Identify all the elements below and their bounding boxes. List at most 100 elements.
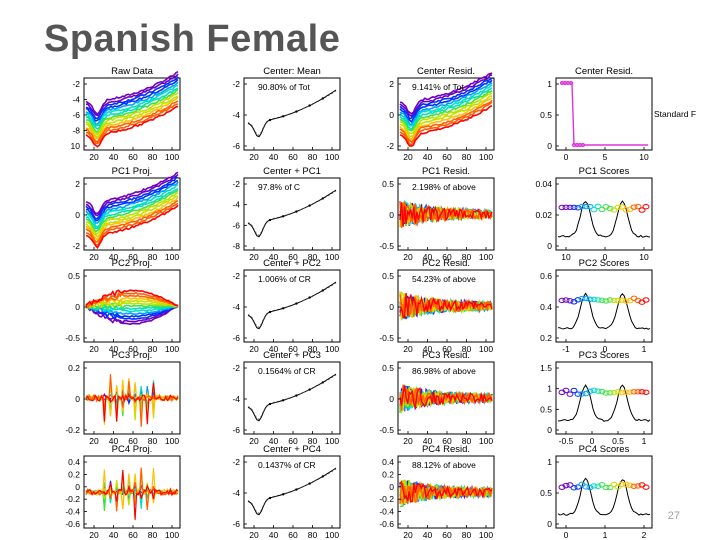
panel-pc3-4: PC3 Scores 1.5 1 0.5 0 -0.5 0 0.5 1 — [540, 350, 653, 446]
y-tick-label: -0.2 — [65, 425, 80, 435]
x-tick-label: 60 — [442, 530, 452, 540]
x-tick-label: 80 — [462, 152, 472, 162]
x-tick-label: 40 — [423, 152, 433, 162]
center-curve-dotted — [247, 374, 337, 420]
projection-curve — [85, 382, 179, 425]
x-tick-label: 100 — [165, 344, 179, 354]
score-point — [602, 298, 610, 304]
x-tick-label: 60 — [288, 530, 298, 540]
residual-curve — [399, 292, 493, 319]
x-tick-label: 100 — [479, 436, 493, 446]
residual-curve — [399, 480, 493, 503]
center-curve-dotted — [247, 90, 337, 136]
x-tick-label: 20 — [403, 530, 413, 540]
score-point — [582, 484, 590, 490]
y-tick-label: 0 — [547, 141, 552, 151]
y-tick-label: 0.2 — [68, 469, 80, 479]
y-tick-label: -2 — [232, 179, 240, 189]
y-tick-label: -2 — [232, 271, 240, 281]
x-tick-label: 5 — [603, 152, 608, 162]
x-tick-label: 40 — [109, 152, 119, 162]
x-tick-label: 100 — [165, 252, 179, 262]
y-tick-label: -6 — [232, 141, 240, 151]
y-tick-label: 0 — [389, 482, 394, 492]
center-point — [282, 115, 285, 118]
score-point — [642, 204, 650, 210]
x-tick-label: 80 — [308, 436, 318, 446]
x-tick-label: 0 — [603, 252, 608, 262]
series-curve — [86, 103, 179, 145]
panel-annotation: 0.1564% of CR — [258, 366, 316, 376]
y-tick-label: -6 — [232, 425, 240, 435]
x-tick-label: 100 — [325, 436, 339, 446]
panel-annotation: 86.98% of above — [412, 366, 476, 376]
panel-pc2-2: Center + PC2 -2 -4 -6 20 40 60 80 100 1.006% of C… — [232, 258, 341, 354]
projection-curve — [85, 467, 179, 512]
score-point — [630, 483, 638, 490]
series-curve — [399, 74, 493, 118]
series-curve — [85, 95, 179, 139]
series-curve — [399, 90, 493, 132]
x-tick-label: 40 — [423, 436, 433, 446]
score-point — [618, 297, 626, 303]
series-curve — [85, 70, 179, 116]
score-point — [562, 204, 570, 211]
panel-title: Center + PC3 — [263, 350, 321, 361]
x-tick-label: 80 — [148, 252, 158, 262]
series-curve — [85, 100, 179, 143]
score-point — [578, 391, 586, 397]
series-curve — [399, 83, 493, 127]
x-tick-label: 80 — [462, 344, 472, 354]
x-tick-label: 100 — [479, 252, 493, 262]
center-point — [321, 289, 324, 292]
score-point — [586, 296, 594, 303]
x-tick-label: 60 — [128, 252, 138, 262]
score-point — [574, 297, 582, 303]
x-tick-label: 60 — [128, 344, 138, 354]
panel-title: Center: Mean — [263, 66, 321, 77]
score-point — [626, 482, 634, 489]
score-point — [618, 204, 626, 210]
x-tick-label: 60 — [288, 344, 298, 354]
score-point — [578, 481, 586, 487]
x-tick-label: 40 — [109, 252, 119, 262]
projection-curve — [85, 374, 179, 427]
score-point — [598, 482, 606, 488]
score-point — [642, 297, 650, 303]
x-tick-label: 100 — [165, 436, 179, 446]
panel-frame — [555, 269, 653, 343]
y-tick-label: 0 — [75, 302, 80, 312]
panel-pc4-4: PC4 Scores 1 0.5 0 0 1 2 — [540, 444, 653, 540]
panel-title: PC3 Scores — [579, 350, 630, 361]
x-tick-label: 100 — [325, 252, 339, 262]
panel-frame — [243, 177, 341, 251]
x-tick-label: 0 — [564, 152, 569, 162]
x-tick-label: 0.5 — [612, 436, 624, 446]
x-tick-label: 20 — [89, 344, 99, 354]
y-tick-label: -8 — [72, 126, 80, 136]
y-tick-label: 0.5 — [540, 488, 552, 498]
panel-pc1-4: PC1 Scores 0.04 0.02 0 10 0 10 — [535, 166, 653, 262]
series-curve — [85, 204, 179, 249]
series-curve — [399, 101, 493, 147]
score-density-curve — [558, 384, 651, 422]
score-point — [582, 203, 590, 210]
x-tick-label: 0 — [603, 344, 608, 354]
center-point — [282, 307, 285, 310]
y-tick-label: 1 — [547, 79, 552, 89]
score-density-curve — [557, 200, 651, 238]
x-tick-label: 20 — [89, 252, 99, 262]
series-curve — [399, 77, 493, 120]
panel-raw-4: Center Resid. 1 0.5 0 0 5 10 Standard F — [540, 66, 696, 162]
score-point — [578, 203, 586, 210]
x-tick-label: 20 — [249, 252, 259, 262]
panel-title: Center Resid. — [575, 66, 633, 77]
series-curve — [85, 84, 179, 128]
series-curve — [85, 91, 179, 137]
series-curve — [85, 184, 179, 229]
x-tick-label: 80 — [462, 252, 472, 262]
score-point — [634, 203, 642, 210]
center-point — [295, 210, 298, 213]
x-tick-label: 20 — [403, 436, 413, 446]
x-tick-label: 0 — [590, 436, 595, 446]
